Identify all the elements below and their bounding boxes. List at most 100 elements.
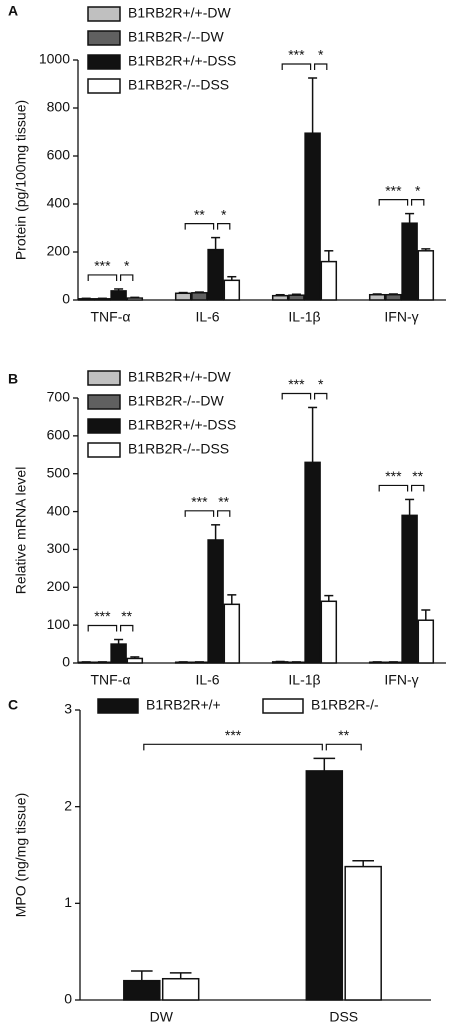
bar (110, 643, 127, 664)
y-tick-label: 400 (47, 502, 71, 518)
bar (288, 661, 305, 664)
x-tick-label: IL-6 (195, 309, 219, 325)
significance-label: *** (94, 608, 111, 624)
bar (304, 461, 321, 664)
bar (288, 294, 305, 301)
bar (271, 294, 289, 301)
legend-swatch (87, 418, 121, 434)
bar (207, 539, 224, 664)
y-tick-label: 2 (64, 797, 72, 813)
panel-label: B (8, 371, 18, 387)
legend-label: B1RB2R-/- (311, 697, 379, 713)
significance-label: * (124, 258, 130, 274)
bar (207, 248, 224, 301)
legend-swatch (87, 442, 121, 458)
x-tick-label: TNF-α (91, 672, 131, 688)
significance-label: ** (412, 468, 423, 484)
legend-label: B1RB2R+/+-DW (128, 5, 231, 21)
significance-label: *** (385, 182, 402, 198)
y-tick-label: 400 (47, 195, 71, 211)
legend-swatch (87, 30, 121, 46)
significance-label: *** (225, 727, 242, 743)
significance-label: ** (121, 608, 132, 624)
legend-swatch (87, 370, 121, 386)
legend-label: B1RB2R+/+-DW (128, 369, 231, 385)
bar (94, 298, 111, 301)
significance-label: ** (218, 494, 229, 510)
significance-label: * (318, 376, 324, 392)
y-tick-label: 1000 (39, 51, 70, 67)
y-tick-label: 300 (47, 540, 71, 556)
bar (110, 290, 127, 301)
bar (77, 298, 95, 301)
bar (174, 661, 192, 664)
significance-bracket (281, 63, 312, 70)
legend-label: B1RB2R-/--DSS (128, 77, 229, 93)
significance-bracket (120, 624, 134, 632)
y-tick-label: 0 (62, 654, 70, 670)
bar (191, 661, 208, 664)
bar (191, 292, 208, 301)
y-axis-label: Protein (pg/100mg tissue) (13, 100, 29, 260)
significance-bracket (314, 63, 328, 70)
x-tick-label: IFN-γ (384, 309, 418, 325)
x-tick-label: DSS (329, 1009, 358, 1025)
y-axis-label: Relative mRNA level (13, 467, 29, 595)
significance-label: *** (288, 47, 305, 63)
bar (320, 260, 338, 301)
bar (304, 132, 321, 301)
significance-bracket (143, 743, 323, 751)
legend-swatch (87, 6, 121, 22)
y-tick-label: 1 (64, 894, 72, 910)
x-tick-label: IL-6 (195, 672, 219, 688)
legend-label: B1RB2R-/--DW (128, 29, 224, 45)
legend-swatch (87, 78, 121, 94)
y-tick-label: 800 (47, 99, 71, 115)
significance-label: ** (338, 727, 349, 743)
bar (123, 979, 161, 1001)
y-tick-label: 500 (47, 464, 71, 480)
significance-label: *** (288, 376, 305, 392)
y-tick-label: 200 (47, 578, 71, 594)
significance-bracket (87, 624, 118, 632)
bar (174, 292, 192, 301)
significance-bracket (120, 274, 134, 281)
x-tick-label: IFN-γ (384, 672, 418, 688)
bar (401, 222, 418, 301)
significance-bracket (411, 199, 425, 206)
y-tick-label: 100 (47, 616, 71, 632)
legend-label: B1RB2R-/--DW (128, 393, 224, 409)
bar (401, 514, 418, 664)
bar (385, 293, 402, 301)
bar (368, 293, 386, 301)
x-tick-label: IL-1β (288, 309, 320, 325)
bar (94, 661, 111, 664)
significance-bracket (378, 199, 409, 206)
legend-label: B1RB2R+/+-DSS (128, 417, 236, 433)
significance-bracket (378, 484, 409, 492)
y-tick-label: 0 (62, 291, 70, 307)
bar (271, 661, 289, 664)
bar (417, 619, 435, 664)
x-tick-label: DW (150, 1009, 174, 1025)
panel-label: A (8, 3, 18, 19)
significance-bracket (217, 223, 231, 230)
bar (223, 279, 241, 301)
significance-label: *** (94, 258, 111, 274)
significance-label: ** (194, 206, 205, 222)
significance-bracket (314, 392, 328, 400)
bar (126, 297, 144, 301)
significance-bracket (217, 510, 231, 517)
significance-label: * (415, 182, 421, 198)
significance-label: *** (385, 468, 402, 484)
y-tick-label: 600 (47, 427, 71, 443)
bar (385, 661, 402, 664)
bar (320, 600, 338, 664)
panel-label: C (8, 697, 18, 713)
y-tick-label: 600 (47, 147, 71, 163)
legend-swatch (87, 394, 121, 410)
legend-label: B1RB2R+/+-DSS (128, 53, 236, 69)
significance-bracket (184, 510, 215, 517)
y-tick-label: 0 (64, 991, 72, 1007)
